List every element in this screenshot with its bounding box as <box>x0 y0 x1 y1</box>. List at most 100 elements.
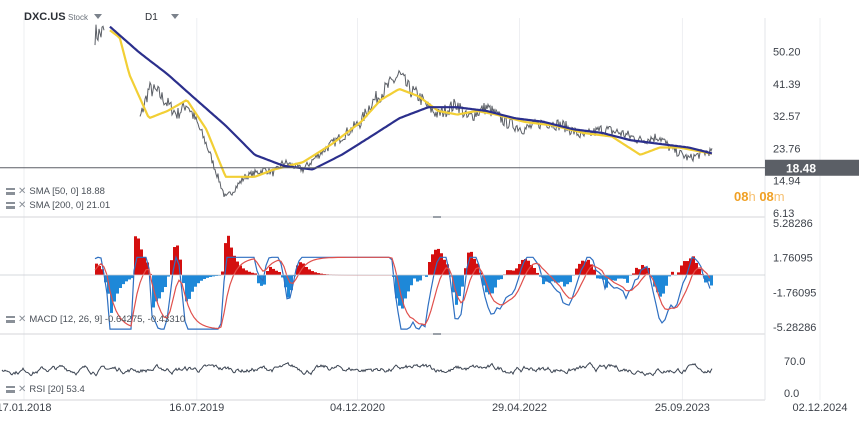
macd-histogram-bar <box>101 269 104 275</box>
macd-histogram-bar <box>119 275 122 289</box>
macd-histogram-bar <box>317 273 320 275</box>
close-icon[interactable]: ✕ <box>18 313 27 325</box>
macd-histogram-bar <box>284 275 287 288</box>
close-icon[interactable]: ✕ <box>18 185 27 197</box>
macd-histogram-bar <box>98 266 101 275</box>
macd-histogram-bar <box>686 261 689 275</box>
macd-histogram-bar <box>197 275 200 284</box>
macd-histogram-bar <box>425 275 428 277</box>
macd-histogram-bar <box>584 261 587 275</box>
macd-histogram-bar <box>557 275 560 283</box>
macd-histogram-bar <box>623 275 626 279</box>
macd-histogram-bar <box>488 275 491 295</box>
hours-unit: h <box>748 189 756 204</box>
macd-histogram-bar <box>563 275 566 287</box>
sma50-line <box>109 29 713 178</box>
menu-icon[interactable] <box>6 188 15 195</box>
macd-histogram-bar <box>146 262 149 275</box>
countdown-hours: 08 <box>734 189 749 204</box>
macd-histogram-bar <box>194 275 197 287</box>
macd-histogram-bar <box>593 269 596 275</box>
pane-resize-handle[interactable] <box>433 333 441 335</box>
timeframe-label[interactable]: D1 <box>145 12 158 23</box>
macd-histogram-bar <box>104 275 107 283</box>
macd-histogram-bar <box>155 275 158 302</box>
timeframe-chevron-down-icon[interactable] <box>171 14 179 19</box>
indicator-macd[interactable]: ✕ MACD [12, 26, 9] -0.64275, -0.43310 <box>6 314 185 325</box>
countdown-minutes: 08 <box>759 189 774 204</box>
macd-histogram-bar <box>140 249 143 275</box>
macd-histogram-bar <box>182 275 185 284</box>
macd-histogram-bar <box>305 266 308 275</box>
macd-histogram-bar <box>644 266 647 275</box>
macd-histogram-bar <box>308 269 311 275</box>
macd-histogram-bar <box>251 272 254 275</box>
pane-resize-handle[interactable] <box>433 216 441 218</box>
macd-tick-label: -1.76095 <box>773 287 816 299</box>
macd-histogram-bar <box>536 272 539 275</box>
chart-grid <box>0 18 821 401</box>
macd-histogram-bar <box>554 275 557 283</box>
macd-histogram-bar <box>635 267 638 275</box>
macd-histogram-bar <box>671 271 674 275</box>
menu-icon[interactable] <box>6 202 15 209</box>
macd-histogram-bar <box>653 275 656 287</box>
minutes-unit: m <box>773 189 785 204</box>
macd-histogram-bar <box>638 269 641 275</box>
macd-line <box>94 255 711 330</box>
macd-histogram-bar <box>665 275 668 286</box>
macd-histogram-bar <box>413 275 416 279</box>
macd-histogram-bar <box>230 247 233 275</box>
macd-histogram-bar <box>611 275 614 281</box>
macd-histogram-bar <box>491 275 494 294</box>
macd-histogram-bar <box>212 275 215 277</box>
macd-histogram-bar <box>131 275 134 279</box>
indicator-sma200[interactable]: ✕ SMA [200, 0] 21.01 <box>6 200 110 211</box>
macd-histogram-bar <box>221 271 224 275</box>
price-tick-label: 23.76 <box>773 143 801 155</box>
menu-icon[interactable] <box>6 386 15 393</box>
symbol-title: DXC.US <box>24 11 66 23</box>
macd-histogram-bar <box>614 275 617 281</box>
macd-histogram-bar <box>590 264 593 275</box>
macd-histogram-bar <box>260 275 263 286</box>
sma200-line <box>109 25 713 171</box>
macd-histogram-bar <box>257 275 260 284</box>
menu-icon[interactable] <box>6 316 15 323</box>
price-panel: 18.48 <box>0 24 859 198</box>
close-icon[interactable]: ✕ <box>18 199 27 211</box>
macd-histogram-bar <box>269 266 272 275</box>
indicator-rsi[interactable]: ✕ RSI [20] 53.4 <box>6 384 85 395</box>
macd-histogram-bar <box>599 275 602 279</box>
macd-panel <box>0 235 765 330</box>
close-icon[interactable]: ✕ <box>18 383 27 395</box>
macd-histogram-bar <box>587 259 590 275</box>
macd-histogram-bar <box>281 275 284 278</box>
macd-histogram-bar <box>302 263 305 275</box>
macd-histogram-bar <box>542 275 545 285</box>
macd-histogram-bar <box>458 275 461 297</box>
macd-histogram-bar <box>512 270 515 275</box>
macd-histogram-bar <box>545 275 548 282</box>
macd-histogram-bar <box>143 257 146 275</box>
macd-histogram-bar <box>515 268 518 275</box>
macd-histogram-bar <box>608 275 611 279</box>
macd-histogram-bar <box>683 261 686 275</box>
macd-histogram-bar <box>446 264 449 275</box>
macd-histogram-bar <box>497 275 500 280</box>
macd-histogram-bar <box>524 259 527 275</box>
macd-histogram-bar <box>494 275 497 288</box>
macd-histogram-bar <box>668 275 671 277</box>
indicator-label: SMA [50, 0] 18.88 <box>29 186 105 197</box>
macd-histogram-bar <box>620 275 623 279</box>
macd-histogram-bar <box>416 275 419 282</box>
macd-histogram-bar <box>449 275 452 277</box>
indicator-label: MACD [12, 26, 9] -0.64275, -0.43310 <box>29 314 186 325</box>
indicator-sma50[interactable]: ✕ SMA [50, 0] 18.88 <box>6 186 105 197</box>
symbol-chevron-down-icon[interactable] <box>94 14 102 19</box>
macd-histogram-bar <box>689 258 692 275</box>
macd-histogram-bar <box>188 275 191 299</box>
x-tick-label: 25.09.2023 <box>655 402 710 414</box>
macd-histogram-bar <box>428 262 431 275</box>
